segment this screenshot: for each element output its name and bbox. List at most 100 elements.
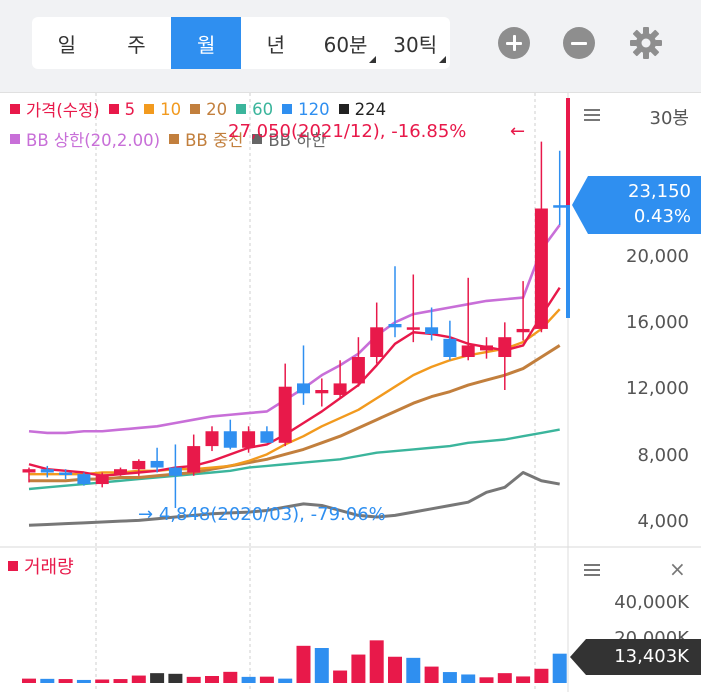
- legend-label: 10: [160, 99, 182, 119]
- legend-swatch: [190, 104, 201, 114]
- candle-body: [406, 327, 420, 330]
- candle-body: [132, 460, 146, 470]
- price-panel-menu-icon[interactable]: [584, 109, 600, 121]
- candle-body: [223, 431, 237, 448]
- high-annotation: 27,050(2021/12), -16.85%: [228, 121, 466, 142]
- volume-bar: [552, 653, 567, 683]
- volume-bar: [58, 679, 73, 683]
- tab-label: 월: [196, 32, 216, 57]
- candle-body: [498, 337, 512, 357]
- legend-item[interactable]: BB 상한(20,2.00): [10, 127, 160, 151]
- candle-body: [187, 446, 201, 473]
- volume-bar: [241, 676, 256, 683]
- volume-bar: [497, 673, 512, 683]
- candle-body: [168, 467, 182, 476]
- volume-bar: [461, 674, 476, 683]
- legend-item[interactable]: BB 중선: [169, 127, 243, 151]
- legend-item[interactable]: 10: [144, 100, 181, 119]
- candle-body: [242, 431, 256, 448]
- tab-label: 30틱: [393, 32, 438, 57]
- high-arrow: ←: [510, 121, 526, 142]
- dropdown-corner-icon: [369, 56, 377, 63]
- volume-bar: [388, 656, 402, 683]
- zoom-in-button[interactable]: [498, 27, 530, 59]
- tab-4[interactable]: 60분: [311, 17, 381, 69]
- legend-swatch: [282, 104, 293, 114]
- volume-title-text: 거래량: [24, 557, 74, 578]
- current-volume: 13,403K: [614, 646, 689, 667]
- tab-1[interactable]: 주: [102, 17, 172, 69]
- volume-legend-swatch: [8, 561, 18, 571]
- volume-bar: [406, 657, 421, 683]
- candle-body: [278, 386, 292, 443]
- volume-bar: [186, 676, 201, 683]
- tab-5[interactable]: 30틱: [380, 17, 450, 69]
- legend-label: 가격(수정): [26, 101, 100, 120]
- settings-button[interactable]: [628, 25, 664, 61]
- candle-body: [553, 205, 567, 208]
- high-annotation-text: 27,050(2021/12), -16.85%: [228, 121, 467, 142]
- volume-close-icon[interactable]: ×: [669, 557, 686, 581]
- legend-label: BB 하한: [268, 131, 327, 150]
- volume-bar: [223, 671, 238, 683]
- candle-body: [480, 345, 493, 351]
- volume-bar: [333, 670, 348, 683]
- volume-title: 거래량: [8, 553, 74, 579]
- legend-swatch: [169, 134, 180, 144]
- volume-bar: [479, 677, 494, 683]
- tab-3[interactable]: 년: [241, 17, 311, 69]
- tab-label: 주: [127, 32, 146, 57]
- volume-bar: [150, 673, 165, 683]
- volume-bar: [95, 679, 110, 683]
- legend-label: 20: [206, 99, 228, 119]
- interval-tabs: 일 주 월 년 60분 30틱: [32, 17, 450, 69]
- price-axis-label: 4,000: [637, 511, 689, 532]
- volume-bar: [314, 648, 329, 683]
- legend-item[interactable]: 5: [108, 99, 136, 119]
- volume-bar: [131, 675, 146, 683]
- candle-body: [516, 328, 530, 333]
- legend-label: BB 상한(20,2.00): [26, 131, 161, 150]
- volume-bar: [76, 679, 91, 683]
- candle-body: [297, 383, 310, 394]
- candle-body: [150, 460, 164, 468]
- tab-2[interactable]: 월: [171, 17, 242, 69]
- candle-body: [388, 324, 402, 328]
- legend-item[interactable]: 120: [282, 100, 330, 119]
- bb-upper-line: [28, 224, 561, 435]
- bars-count-label[interactable]: 30봉: [649, 108, 689, 129]
- candle-body: [425, 327, 439, 334]
- legend-item[interactable]: 20: [190, 100, 227, 119]
- volume-axis-label: 40,000K: [614, 592, 689, 613]
- candle-body: [370, 327, 384, 357]
- zoom-out-button[interactable]: [563, 27, 595, 59]
- legend-item[interactable]: BB 하한: [252, 127, 327, 151]
- current-change: 0.43%: [633, 206, 691, 227]
- price-axis-label: 8,000: [637, 445, 689, 466]
- price-axis-label: 16,000: [626, 312, 689, 333]
- legend-swatch: [338, 104, 349, 114]
- candle-body: [95, 474, 109, 485]
- current-volume-badge: 13,403K: [570, 639, 701, 675]
- tab-0[interactable]: 일: [32, 17, 102, 69]
- low-annotation: → 4,848(2020/03), -79.06%: [138, 504, 386, 525]
- toolbar: 일 주 월 년 60분 30틱: [0, 0, 701, 93]
- low-arrow: →: [138, 504, 154, 525]
- current-price-badge: 23,150 0.43%: [572, 176, 701, 234]
- legend-line2: BB 상한(20,2.00) BB 중선 BB 하한: [10, 127, 336, 151]
- volume-panel-menu-icon[interactable]: [584, 564, 600, 576]
- tab-label: 60분: [323, 32, 368, 57]
- legend-label: 5: [124, 99, 136, 119]
- legend-item[interactable]: 60: [236, 100, 273, 119]
- legend-item[interactable]: 가격(수정): [10, 97, 100, 121]
- legend-swatch: [252, 134, 263, 144]
- volume-bar: [351, 654, 366, 683]
- candle-body: [461, 345, 475, 357]
- candle-body: [59, 472, 73, 475]
- legend-item[interactable]: 224: [338, 100, 386, 119]
- candle-body: [333, 383, 347, 395]
- legend-label: 60: [252, 99, 274, 119]
- legend-swatch: [10, 134, 20, 144]
- volume-bar: [424, 666, 439, 683]
